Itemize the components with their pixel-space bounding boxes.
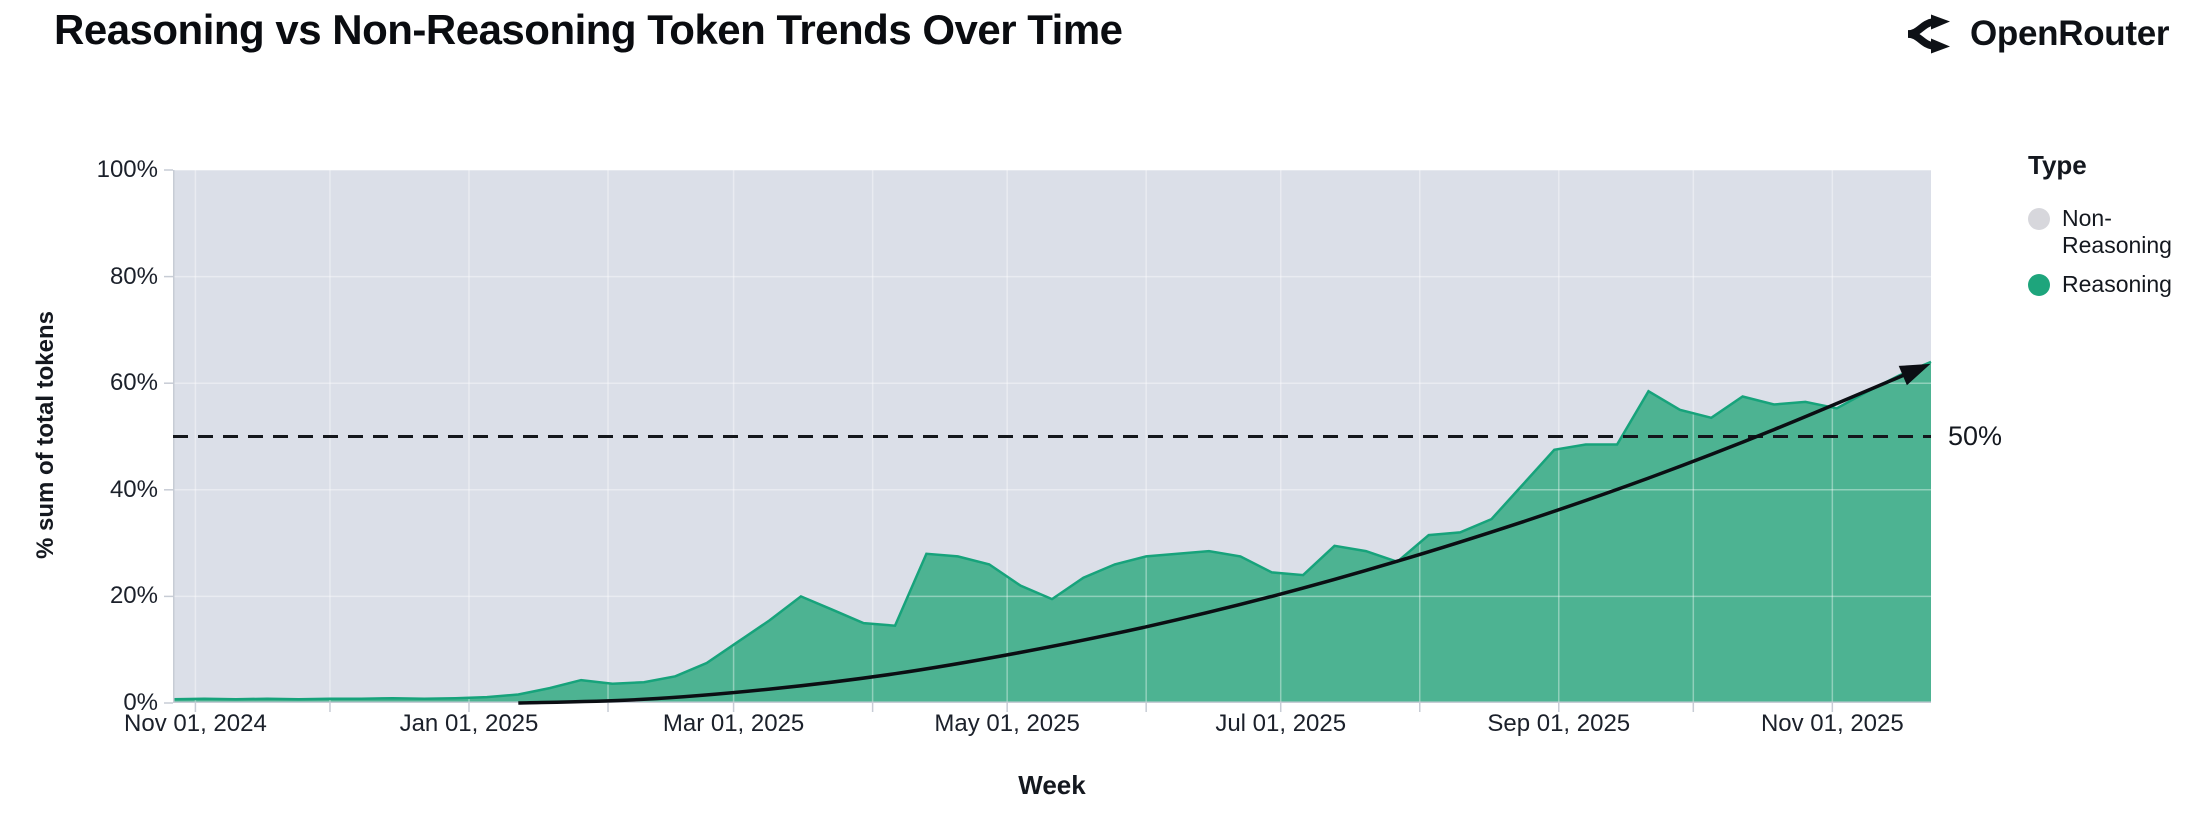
x-tick-label: Nov 01, 2025 <box>1760 710 1904 737</box>
trend-arrowhead <box>1898 363 1931 386</box>
chart-title: Reasoning vs Non-Reasoning Token Trends … <box>54 6 1123 53</box>
x-tick-label: Nov 01, 2024 <box>124 710 267 737</box>
y-tick-label: 40% <box>109 475 158 503</box>
x-tick-label: Jan 01, 2025 <box>399 710 539 737</box>
brand-name: OpenRouter <box>1970 14 2170 53</box>
x-tick-label: May 01, 2025 <box>934 710 1080 737</box>
fifty-percent-label: 50% <box>1948 420 2003 451</box>
x-tick-label: Sep 01, 2025 <box>1487 710 1631 737</box>
x-tick-label: Mar 01, 2025 <box>662 710 805 737</box>
y-tick-label: 0% <box>123 689 158 716</box>
y-axis-title: % sum of total tokens <box>32 310 59 560</box>
x-axis-title: Week <box>1018 770 1086 800</box>
x-tick-label: Jul 01, 2025 <box>1215 710 1347 737</box>
reasoning-area <box>173 361 1931 703</box>
y-tick-label: 60% <box>109 369 158 397</box>
legend-label-non-reasoning: Non-Reasoning <box>2062 205 2172 258</box>
trend-arrow-line <box>518 367 1919 705</box>
y-tick-label: 100% <box>96 156 158 183</box>
legend-item-non-reasoning: Non-Reasoning <box>2028 205 2202 259</box>
legend-title: Type <box>2028 150 2087 180</box>
legend: Type Non-Reasoning Reasoning <box>2028 150 2202 310</box>
reasoning-swatch <box>2028 274 2050 296</box>
legend-label-reasoning: Reasoning <box>2062 271 2172 297</box>
y-tick-label: 20% <box>109 582 158 610</box>
openrouter-brand: OpenRouter <box>1906 10 2170 58</box>
y-tick-label: 80% <box>109 262 158 290</box>
non-reasoning-swatch <box>2028 208 2050 230</box>
legend-item-reasoning: Reasoning <box>2028 271 2202 298</box>
openrouter-logo-icon <box>1907 14 1950 54</box>
plot-area <box>164 169 1932 712</box>
reasoning-edge-line <box>172 360 1932 701</box>
